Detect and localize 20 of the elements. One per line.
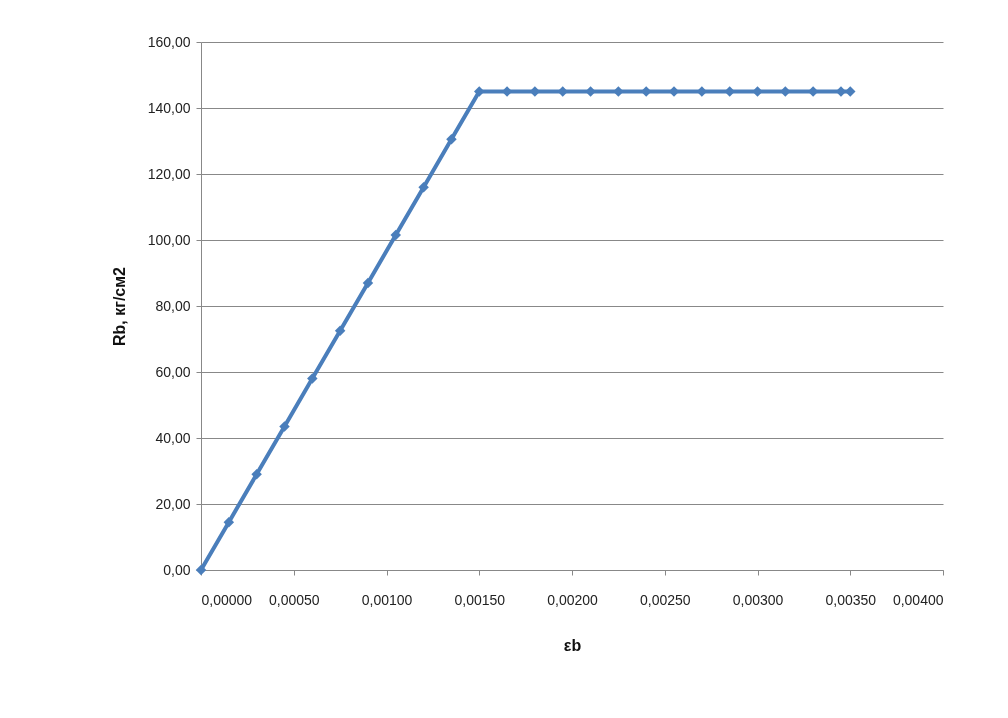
x-tick-label: 0,00050: [268, 591, 320, 608]
x-tick-label: 0,00250: [639, 591, 691, 608]
y-tick-label: 20,00: [155, 495, 191, 512]
x-tick-label: 0,00300: [732, 591, 784, 608]
y-tick-label: 40,00: [155, 429, 191, 446]
y-tick-label: 160,00: [147, 33, 191, 50]
x-tick-label: 0,00100: [361, 591, 413, 608]
x-tick-label: 0,00350: [825, 591, 877, 608]
y-tick-label: 100,00: [147, 231, 191, 248]
y-tick-label: 80,00: [155, 297, 191, 314]
x-tick-label: 0,00150: [454, 591, 506, 608]
y-tick-label: 0,00: [163, 561, 191, 578]
x-tick-label: 0,00000: [201, 591, 253, 608]
y-tick-label: 60,00: [155, 363, 191, 380]
x-tick-label: 0,00200: [547, 591, 599, 608]
y-tick-label: 120,00: [147, 165, 191, 182]
y-tick-label: 140,00: [147, 99, 191, 116]
y-axis-title: Rb, кг/см2: [110, 266, 128, 346]
x-tick-label: 0,00400: [892, 591, 944, 608]
x-axis-title: εb: [563, 636, 582, 654]
